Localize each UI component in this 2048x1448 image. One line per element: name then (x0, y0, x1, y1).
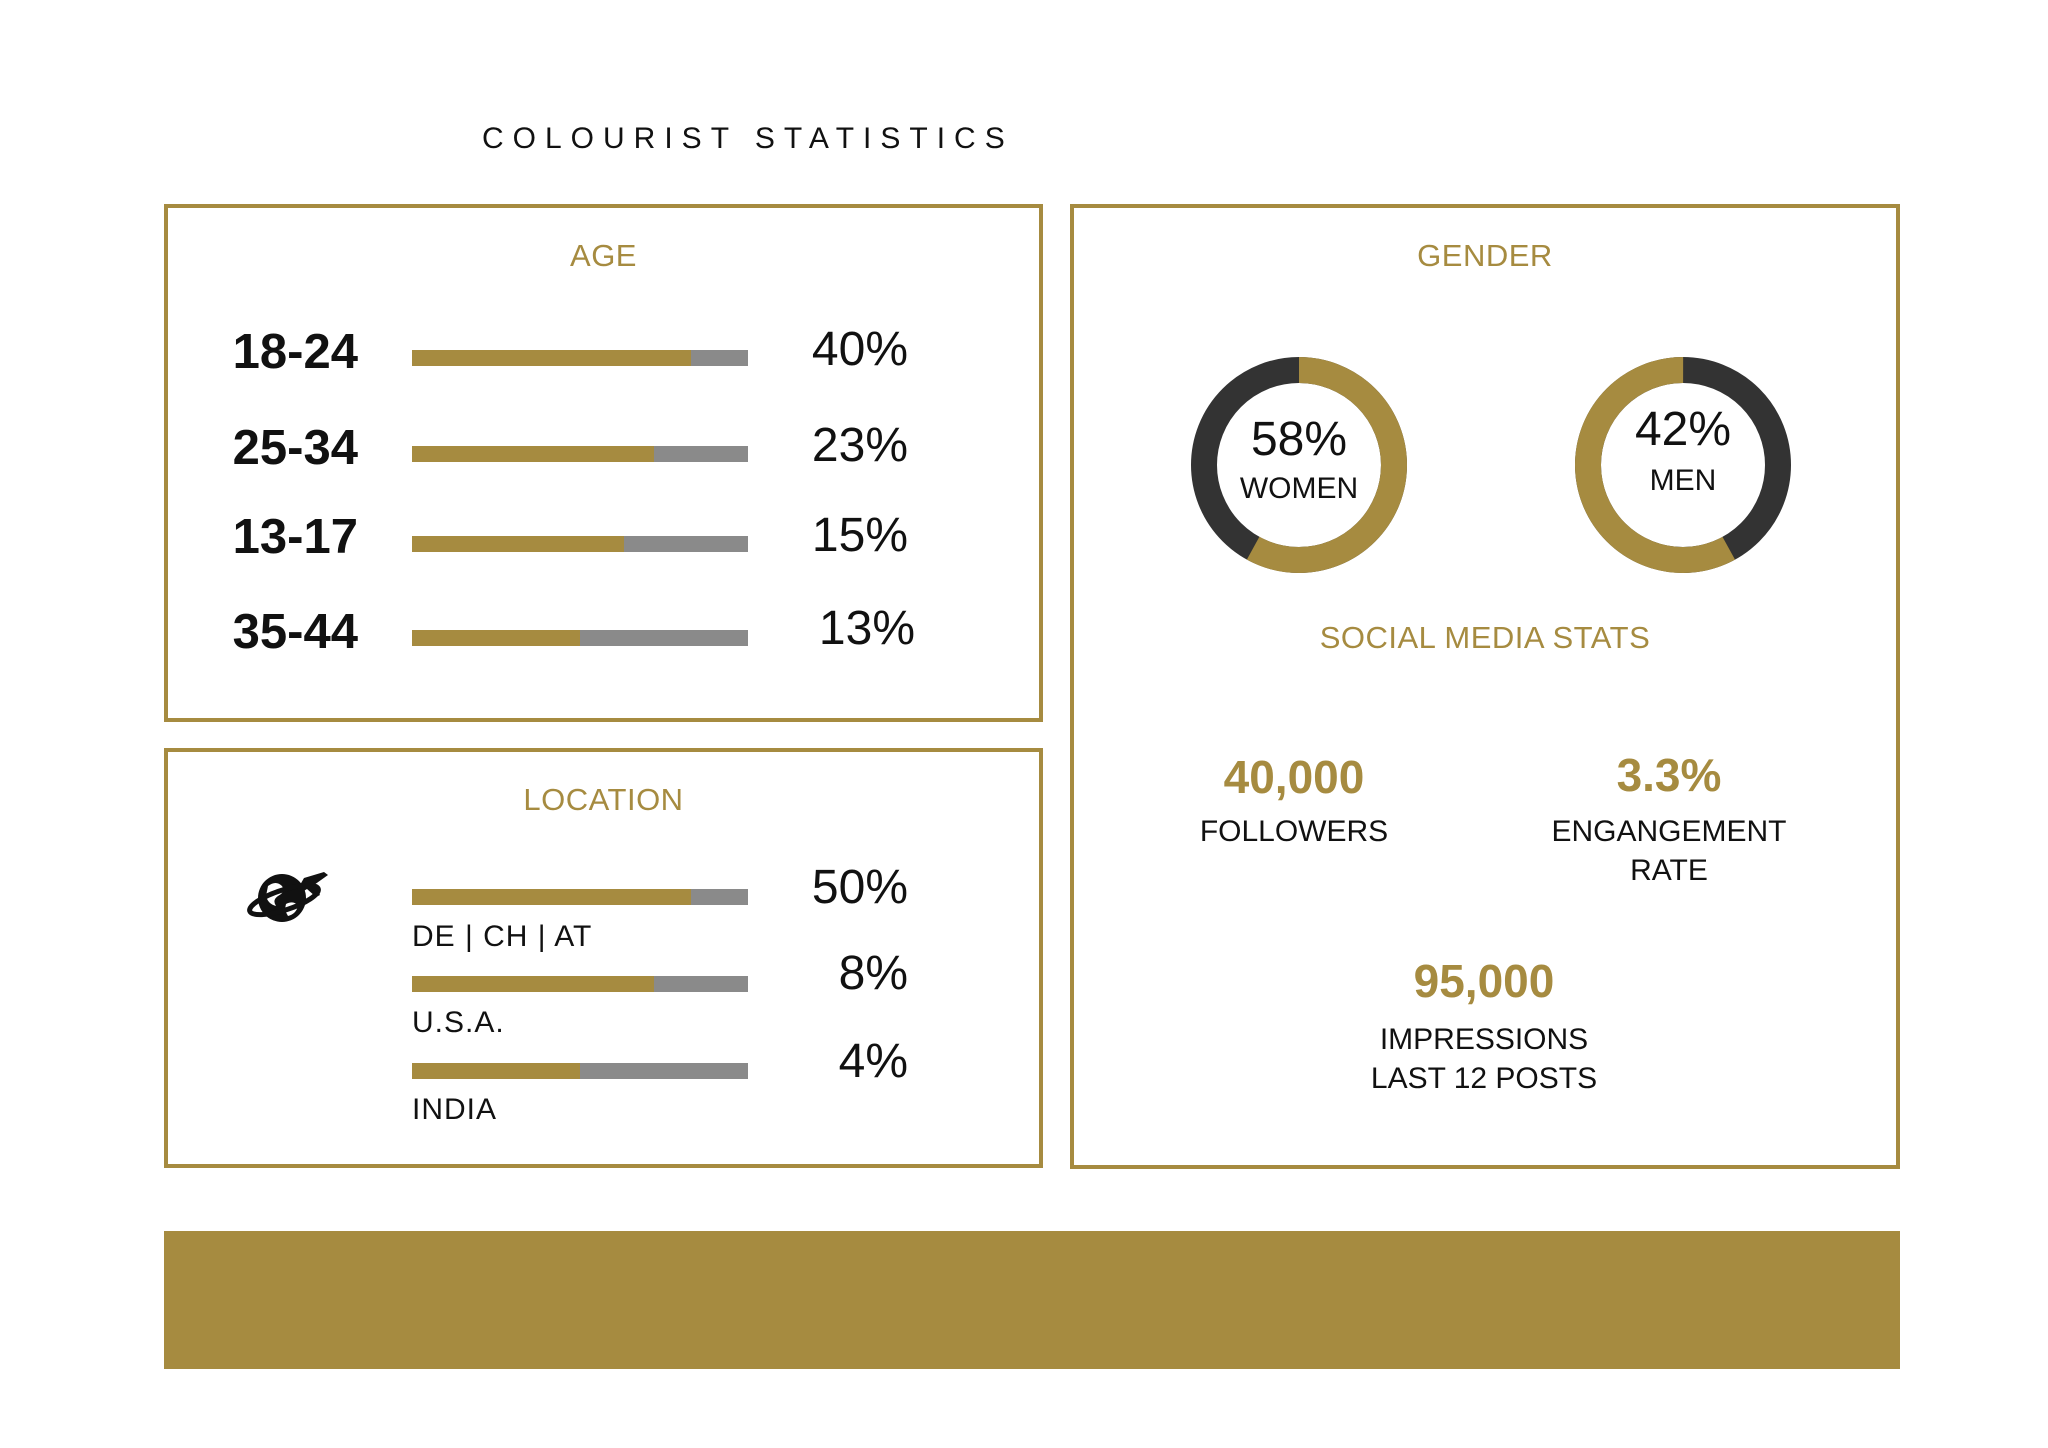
age-bar-fill (412, 536, 624, 552)
age-bar-13-17 (412, 536, 748, 552)
age-label-35-44: 35-44 (232, 605, 358, 659)
engagement-label-line1: ENGANGEMENT (1551, 815, 1787, 848)
men-donut-arc (1575, 357, 1791, 573)
page-title: COLOURIST STATISTICS (482, 122, 1014, 155)
age-label-25-34: 25-34 (232, 421, 358, 475)
age-value-13-17: 15% (811, 509, 908, 562)
location-label-india: INDIA (412, 1093, 498, 1126)
engagement-label-line2: RATE (1630, 854, 1708, 887)
social-heading: SOCIAL MEDIA STATS (1319, 620, 1651, 655)
age-label-18-24: 18-24 (232, 325, 358, 379)
followers-value: 40,000 (1223, 751, 1365, 803)
women-label: WOMEN (1239, 472, 1359, 505)
location-value-india: 4% (838, 1035, 908, 1088)
age-bar-fill (412, 630, 580, 646)
location-value-de-ch-at: 50% (811, 861, 908, 914)
location-label-usa: U.S.A. (412, 1006, 505, 1039)
age-bar-18-24 (412, 350, 748, 366)
footer-bar (164, 1231, 1900, 1369)
women-donut: 58% WOMEN (1184, 350, 1414, 580)
engagement-value: 3.3% (1616, 749, 1722, 801)
age-panel: AGE 18-24 40% 25-34 23% 13-17 15% 35-44 … (164, 204, 1043, 722)
location-bar-fill (412, 976, 654, 992)
age-bar-fill (412, 350, 691, 366)
location-label-de-ch-at: DE | CH | AT (412, 920, 593, 953)
men-donut: 42% MEN (1568, 350, 1798, 580)
age-value-35-44: 13% (818, 602, 915, 655)
age-bar-fill (412, 446, 654, 462)
followers-label: FOLLOWERS (1199, 815, 1389, 848)
location-bar-fill (412, 1063, 580, 1079)
location-bar-fill (412, 889, 691, 905)
location-bar-india (412, 1063, 748, 1079)
gender-social-panel: GENDER 58% WOMEN 42% MEN SOCIAL MEDIA ST… (1070, 204, 1900, 1169)
age-label-13-17: 13-17 (232, 510, 358, 564)
age-value-25-34: 23% (811, 419, 908, 472)
women-donut-arc (1191, 357, 1407, 573)
location-panel: LOCATION DE | CH | AT 50% U.S.A. 8% INDI… (164, 748, 1043, 1168)
age-bar-25-34 (412, 446, 748, 462)
age-heading: AGE (570, 238, 637, 273)
gender-heading: GENDER (1417, 238, 1553, 273)
age-bar-35-44 (412, 630, 748, 646)
impressions-label-line2: LAST 12 POSTS (1370, 1062, 1598, 1095)
men-percent: 42% (1634, 403, 1732, 456)
impressions-value: 95,000 (1413, 955, 1555, 1007)
men-label: MEN (1649, 464, 1717, 497)
location-value-usa: 8% (838, 947, 908, 1000)
location-bar-de-ch-at (412, 889, 748, 905)
age-value-18-24: 40% (811, 323, 908, 376)
impressions-label-line1: IMPRESSIONS (1379, 1023, 1589, 1056)
location-bar-usa (412, 976, 748, 992)
globe-plane-icon (247, 872, 328, 922)
women-percent: 58% (1250, 413, 1348, 466)
location-heading: LOCATION (523, 782, 684, 817)
